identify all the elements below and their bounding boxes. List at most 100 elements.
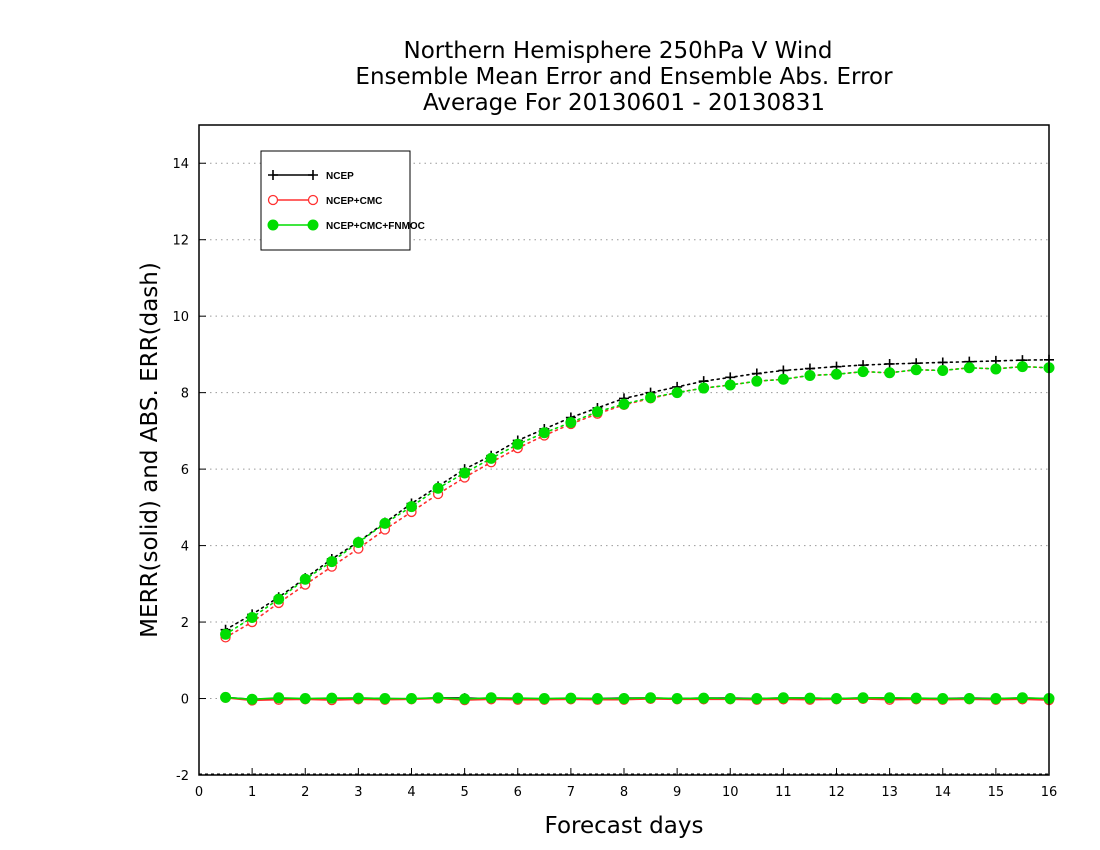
data-point-mean-err xyxy=(1016,692,1028,704)
y-tick-label: -2 xyxy=(176,769,189,784)
legend-marker xyxy=(308,170,318,180)
data-point-mean-err xyxy=(724,693,736,705)
x-tick-label: 8 xyxy=(620,785,628,800)
x-tick-label: 5 xyxy=(460,785,468,800)
data-point-abs-err xyxy=(432,482,444,494)
y-axis: -2 0 2 4 6 8 10 12 14 xyxy=(172,157,206,784)
title-line-1: Northern Hemisphere 250hPa V Wind xyxy=(404,38,833,64)
data-point-mean-err xyxy=(831,693,842,705)
legend-item-ncep: NCEP xyxy=(268,170,354,182)
data-point-mean-err xyxy=(432,692,444,704)
x-tick-label: 10 xyxy=(722,785,739,800)
legend-marker xyxy=(267,194,279,206)
data-point-abs-err xyxy=(724,379,736,391)
data-point-abs-err xyxy=(884,367,896,379)
data-point-mean-err xyxy=(459,693,471,705)
data-point-mean-err xyxy=(326,692,338,704)
x-tick-label: 11 xyxy=(775,785,792,800)
data-point-mean-err xyxy=(485,692,497,704)
legend-marker xyxy=(268,170,278,180)
legend-marker xyxy=(267,219,279,231)
data-point-mean-err xyxy=(937,693,949,705)
data-point-mean-err xyxy=(857,692,869,704)
x-tick-label: 15 xyxy=(988,785,1005,800)
data-point-abs-err xyxy=(857,366,869,378)
legend-marker xyxy=(307,219,319,231)
data-point-mean-err xyxy=(804,692,816,704)
data-point-abs-err xyxy=(246,611,258,623)
x-tick-label: 1 xyxy=(248,785,256,800)
x-tick-label: 0 xyxy=(195,785,203,800)
data-point-abs-err xyxy=(459,467,471,479)
data-point-mean-err xyxy=(512,692,524,704)
x-tick-label: 6 xyxy=(514,785,522,800)
data-point-abs-err xyxy=(777,373,789,385)
data-point-mean-err xyxy=(565,692,577,704)
data-point-abs-err xyxy=(406,501,417,513)
data-point-abs-err xyxy=(1016,361,1028,373)
data-point-abs-err xyxy=(751,375,763,387)
x-tick-label: 14 xyxy=(934,785,951,800)
legend-marker xyxy=(307,194,319,206)
y-axis-label: MERR(solid) and ABS. ERR(dash) xyxy=(137,262,163,638)
data-point-mean-err xyxy=(299,693,311,705)
data-point-mean-err xyxy=(618,693,630,705)
x-tick-label: 7 xyxy=(567,785,575,800)
y-tick-label: 12 xyxy=(172,234,189,249)
data-point-abs-err xyxy=(698,382,710,394)
data-point-abs-err xyxy=(485,452,497,464)
y-tick-label: 0 xyxy=(181,693,189,708)
data-point-mean-err xyxy=(963,693,975,705)
x-tick-label: 3 xyxy=(354,785,362,800)
data-point-abs-err xyxy=(671,387,683,399)
data-point-abs-err xyxy=(512,438,524,450)
data-point-mean-err xyxy=(246,693,258,705)
series-line-abs-err xyxy=(224,358,1050,631)
data-point-mean-err xyxy=(406,693,417,705)
data-point-abs-err xyxy=(273,593,285,605)
data-point-abs-err xyxy=(910,364,922,376)
x-tick-label: 12 xyxy=(828,785,845,800)
data-point-mean-err xyxy=(538,693,550,705)
data-point-abs-err xyxy=(565,416,577,428)
data-point-abs-err xyxy=(963,362,975,374)
x-tick-label: 4 xyxy=(407,785,415,800)
data-point-abs-err xyxy=(831,368,842,380)
series-ncep-cmc xyxy=(220,361,1055,706)
y-tick-label: 4 xyxy=(181,540,189,555)
data-point-abs-err xyxy=(326,556,338,568)
chart-title: Northern Hemisphere 250hPa V Wind Ensemb… xyxy=(355,38,893,116)
y-tick-label: 2 xyxy=(181,616,189,631)
data-point-abs-err xyxy=(804,369,816,381)
title-line-3: Average For 20130601 - 20130831 xyxy=(423,90,825,116)
x-axis-label: Forecast days xyxy=(545,813,704,839)
data-point-mean-err xyxy=(698,692,710,704)
data-point-abs-err xyxy=(990,363,1002,375)
data-point-mean-err xyxy=(884,692,896,704)
data-point-abs-err xyxy=(299,573,311,585)
data-point-mean-err xyxy=(777,692,789,704)
data-point-mean-err xyxy=(990,693,1002,705)
x-tick-label: 9 xyxy=(673,785,681,800)
data-point-abs-err xyxy=(352,537,364,549)
data-point-mean-err xyxy=(379,693,391,705)
data-point-abs-err xyxy=(618,398,630,410)
data-point-mean-err xyxy=(671,693,683,705)
data-point-mean-err xyxy=(220,691,232,703)
legend-item-ncep-cmc: NCEP+CMC xyxy=(267,194,382,207)
x-tick-label: 16 xyxy=(1041,785,1058,800)
data-point-mean-err xyxy=(751,693,763,705)
data-point-abs-err xyxy=(591,406,603,418)
data-point-abs-err xyxy=(379,517,391,529)
legend: NCEP NCEP+CMC NCEP+CMC+FNMOC xyxy=(260,150,425,251)
data-point-abs-err xyxy=(220,628,232,640)
data-point-abs-err xyxy=(538,427,550,439)
data-point-mean-err xyxy=(591,693,603,705)
title-line-2: Ensemble Mean Error and Ensemble Abs. Er… xyxy=(355,64,893,90)
data-point-abs-err xyxy=(645,392,657,404)
series-line-abs-err xyxy=(224,365,1050,639)
series-ncep-cmc-fnmoc xyxy=(220,361,1055,705)
data-point-mean-err xyxy=(910,692,922,704)
plot-series xyxy=(220,354,1055,706)
